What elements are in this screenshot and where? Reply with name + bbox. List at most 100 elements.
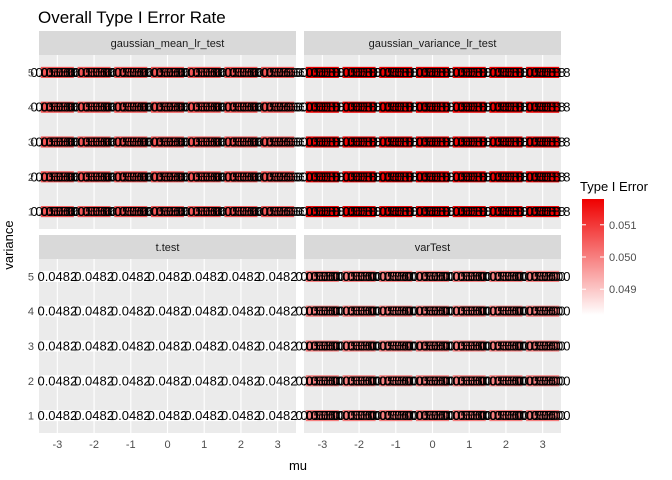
tile-value-label: 0.0482 <box>258 408 298 423</box>
heatmap-tile <box>40 410 74 422</box>
tile-value-label: 0.0506 <box>82 100 122 115</box>
tile-value-label: 0.0500 <box>406 339 446 354</box>
tile-value-label: 0.0500 <box>300 373 340 388</box>
tile-value-label: 0.0506 <box>266 100 306 115</box>
tile-value-label: 0.0500 <box>457 373 497 388</box>
tile-value-label: 0.0500 <box>484 339 524 354</box>
heatmap-tile <box>187 340 221 352</box>
tile-value-label: 0.0500 <box>416 373 456 388</box>
tile-value-label: 0.0506 <box>182 100 222 115</box>
tile-value-label: 0.0482 <box>184 408 224 423</box>
heatmap-tile <box>261 206 295 218</box>
tile-value-label: 0.0506 <box>119 204 159 219</box>
y-tick-label: 5 <box>28 271 34 283</box>
tile-value-label: 0.0500 <box>521 373 561 388</box>
tile-value-label: 0.0518 <box>531 100 571 115</box>
tile-value-label: 0.0506 <box>82 135 122 150</box>
tile-value-label: 0.0500 <box>374 269 414 284</box>
tile-value-label: 0.0518 <box>521 135 561 150</box>
heatmap-tile <box>452 136 486 148</box>
tile-value-label: 0.0500 <box>310 373 350 388</box>
tile-value-label: 0.0506 <box>104 65 144 80</box>
tile-value-label: 0.0518 <box>305 100 345 115</box>
tile-value-label: 0.0500 <box>342 304 382 319</box>
tile-value-label: 0.0518 <box>489 135 529 150</box>
heatmap-tile <box>224 340 258 352</box>
tile-value-label: 0.0500 <box>479 408 519 423</box>
heatmap-tile <box>452 171 486 183</box>
tile-value-label: 0.0506 <box>119 169 159 184</box>
tile-value-label: 0.0518 <box>342 169 382 184</box>
tile-value-label: 0.0500 <box>489 339 529 354</box>
tile-value-label: 0.0500 <box>526 269 566 284</box>
tile-value-label: 0.0500 <box>452 304 492 319</box>
tile-value-label: 0.0500 <box>531 408 571 423</box>
heatmap-tile <box>489 410 523 422</box>
tile-value-label: 0.0518 <box>300 65 340 80</box>
panel-strip <box>39 31 296 55</box>
tile-value-label: 0.0500 <box>452 408 492 423</box>
tile-value-label: 0.0506 <box>114 135 154 150</box>
tile-value-label: 0.0518 <box>516 100 556 115</box>
tile-value-label: 0.0518 <box>310 204 350 219</box>
tile-value-label: 0.0500 <box>526 339 566 354</box>
legend-title: Type I Error <box>580 179 649 194</box>
heatmap-tile <box>77 136 111 148</box>
x-tick-label: -3 <box>52 439 62 451</box>
tile-value-label: 0.0506 <box>109 169 149 184</box>
heatmap-tile <box>452 270 486 282</box>
panel-gaussian-mean-lr-test: gaussian_mean_lr_test0.05060.05060.05060… <box>28 31 306 229</box>
tile-value-label: 0.0482 <box>221 339 261 354</box>
heatmap-tile <box>452 206 486 218</box>
heatmap-tile <box>40 171 74 183</box>
tile-value-label: 0.0500 <box>442 408 482 423</box>
tile-value-label: 0.0518 <box>384 100 424 115</box>
tile-value-label: 0.0518 <box>494 135 534 150</box>
tile-value-label: 0.0506 <box>251 100 291 115</box>
heatmap-tile <box>261 136 295 148</box>
tile-value-label: 0.0500 <box>479 339 519 354</box>
tile-value-label: 0.0500 <box>369 339 409 354</box>
tile-value-label: 0.0518 <box>369 65 409 80</box>
heatmap-tile <box>150 206 185 218</box>
heatmap-tile <box>342 305 376 317</box>
tile-value-label: 0.0506 <box>40 135 80 150</box>
tile-value-label: 0.0518 <box>406 204 446 219</box>
tile-value-label: 0.0500 <box>384 269 424 284</box>
tile-value-label: 0.0500 <box>416 408 456 423</box>
heatmap-tile <box>114 340 148 352</box>
heatmap-tile <box>305 66 339 78</box>
tile-value-label: 0.0482 <box>258 304 298 319</box>
tile-value-label: 0.0518 <box>295 169 335 184</box>
tile-value-label: 0.0500 <box>310 408 350 423</box>
tile-value-label: 0.0482 <box>74 304 114 319</box>
heatmap-tile <box>379 375 413 387</box>
tile-value-label: 0.0506 <box>109 100 149 115</box>
tile-value-label: 0.0500 <box>484 304 524 319</box>
heatmap-tile <box>261 410 295 422</box>
x-tick-label: -1 <box>391 439 401 451</box>
heatmap-tile <box>40 136 74 148</box>
tile-value-label: 0.0506 <box>187 100 227 115</box>
legend-tick-label: 0.050 <box>609 252 637 264</box>
tile-value-label: 0.0506 <box>104 135 144 150</box>
tile-value-label: 0.0518 <box>384 169 424 184</box>
tile-value-label: 0.0506 <box>177 169 217 184</box>
tile-value-label: 0.0482 <box>148 269 188 284</box>
tile-value-label: 0.0500 <box>337 339 377 354</box>
tile-value-label: 0.0506 <box>82 204 122 219</box>
tile-value-label: 0.0518 <box>531 135 571 150</box>
y-tick-label: 1 <box>28 411 34 423</box>
tile-value-label: 0.0506 <box>261 65 301 80</box>
tile-value-label: 0.0518 <box>489 65 529 80</box>
tile-value-label: 0.0482 <box>221 408 261 423</box>
tile-value-label: 0.0518 <box>484 65 524 80</box>
heatmap-tile <box>415 270 450 282</box>
tile-value-label: 0.0506 <box>177 204 217 219</box>
tile-value-label: 0.0518 <box>457 204 497 219</box>
tile-value-label: 0.0506 <box>224 169 264 184</box>
heatmap-tile <box>526 270 560 282</box>
tile-value-label: 0.0482 <box>37 339 77 354</box>
tile-value-label: 0.0500 <box>337 408 377 423</box>
tile-value-label: 0.0506 <box>151 135 191 150</box>
